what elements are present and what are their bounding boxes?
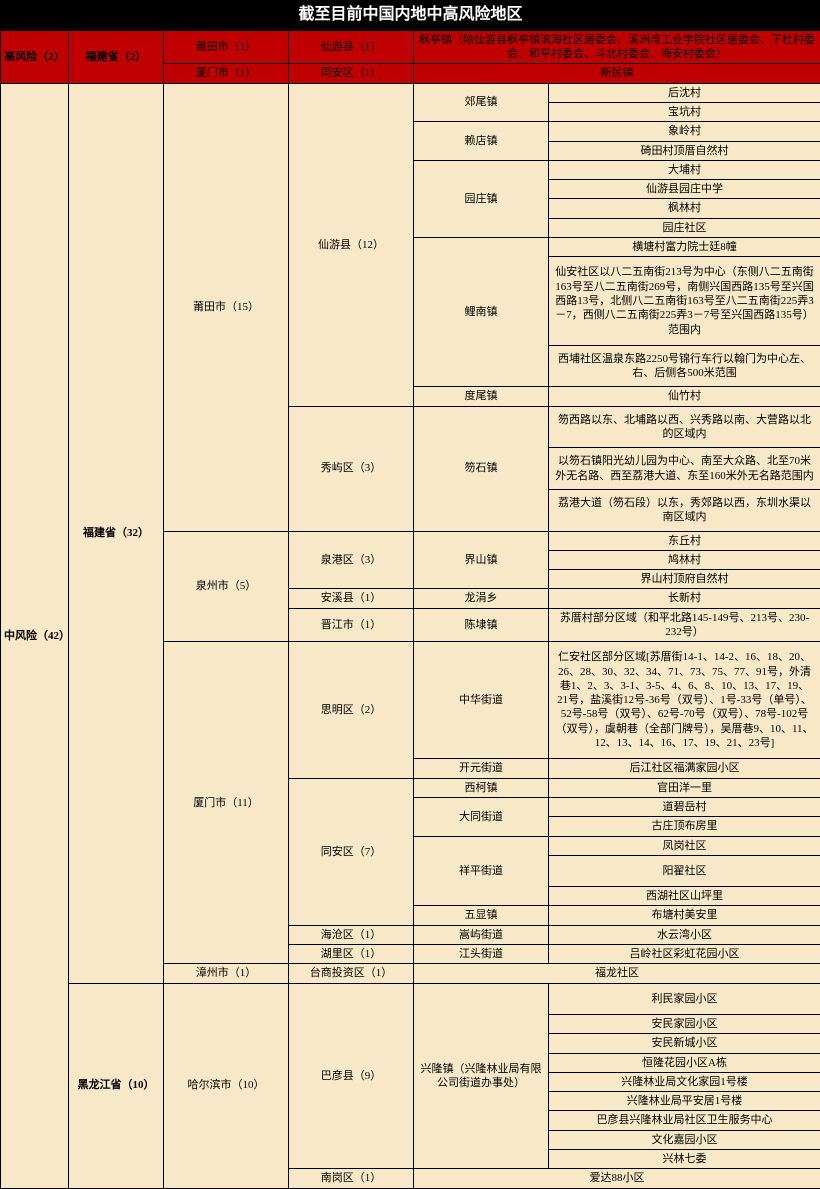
tongan-label: 同安区（7） [289, 778, 414, 925]
cell: 巴彦县兴隆林业局社区卫生服务中心 [549, 1111, 820, 1130]
xiuyu-label: 秀屿区（3） [289, 406, 414, 531]
cell: 仁安社区部分区域[苏厝街14-1、14-2、16、18、20、26、28、30、… [549, 642, 820, 759]
cell: 布塘村美安里 [549, 906, 820, 925]
xiangping-street: 祥平街道 [414, 836, 549, 906]
high-city-1: 厦门市（1） [164, 64, 289, 83]
cell: 官田洋一里 [549, 778, 820, 797]
quangang-label: 泉港区（3） [289, 531, 414, 589]
cell: 以笏石镇阳光幼儿园为中心、南至大众路、北至70米外无名路、西至荔港大道、东至16… [549, 448, 820, 490]
wuxian-town: 五显镇 [414, 906, 549, 925]
songyu-street: 嵩屿街道 [414, 925, 549, 944]
chendai-town: 陈埭镇 [414, 608, 549, 642]
jiaowei-town: 郊尾镇 [414, 83, 549, 122]
cell: 道碧岳村 [549, 797, 820, 816]
cell: 碕田村顶厝自然村 [549, 141, 820, 160]
cell: 东丘村 [549, 531, 820, 550]
page-title: 截至目前中国内地中高风险地区 [1, 1, 820, 31]
cell: 利民家园小区 [549, 983, 820, 1014]
anxi-label: 安溪县（1） [289, 589, 414, 608]
cell: 兴林七委 [549, 1150, 820, 1169]
high-city-0: 莆田市（1） [164, 30, 289, 64]
high-detail-0: 枫亭镇（除仙游县枫亭镇滨海社区居委会、溪洲湾工业学院社区居委会、下杜村委会、和平… [414, 30, 820, 64]
taishang-label: 台商投资区（1） [289, 964, 414, 983]
cell: 安民新城小区 [549, 1034, 820, 1053]
cell: 水云湾小区 [549, 925, 820, 944]
kaiyuan-street: 开元街道 [414, 759, 549, 778]
mid-risk-label: 中风险（42） [1, 83, 69, 1188]
cell: 仙竹村 [549, 387, 820, 406]
jinjiang-label: 晋江市（1） [289, 608, 414, 642]
cell: 恒隆花园小区A栋 [549, 1053, 820, 1072]
cell: 宝坑村 [549, 102, 820, 121]
xinglong-town: 兴隆镇（兴隆林业局有限公司街道办事处） [414, 983, 549, 1169]
cell: 福龙社区 [414, 964, 820, 983]
high-county-0: 仙游县（1） [289, 30, 414, 64]
cell: 西湖社区山坪里 [549, 887, 820, 906]
putian-label: 莆田市（15） [164, 83, 289, 531]
cell: 园庄社区 [549, 218, 820, 237]
datong-street: 大同街道 [414, 797, 549, 836]
hushi-town: 笏石镇 [414, 406, 549, 531]
haicang-label: 海沧区（1） [289, 925, 414, 944]
duwei-town: 度尾镇 [414, 387, 549, 406]
harbin-label: 哈尔滨市（10） [164, 983, 289, 1188]
jieshan-town: 界山镇 [414, 531, 549, 589]
cell: 古庄顶布房里 [549, 817, 820, 836]
yuanzhuang-town: 园庄镇 [414, 160, 549, 237]
linan-town: 鲤南镇 [414, 238, 549, 387]
zhonghua-street: 中华街道 [414, 642, 549, 759]
cell: 西埔社区温泉东路2250号锦行车行以翰门为中心左、右、后侧各500米范围 [549, 345, 820, 387]
cell: 仙游县园庄中学 [549, 180, 820, 199]
cell: 长新村 [549, 589, 820, 608]
cell: 兴隆林业局文化家园1号楼 [549, 1072, 820, 1091]
cell: 安民家园小区 [549, 1014, 820, 1033]
siming-label: 思明区（2） [289, 642, 414, 778]
cell: 仙安社区以八二五南街213号为中心（东侧八二五南街163号至八二五南街269号，… [549, 257, 820, 345]
fujian-label: 福建省（32） [69, 83, 164, 983]
longjuan-town: 龙涓乡 [414, 589, 549, 608]
heilongjiang-label: 黑龙江省（10） [69, 983, 164, 1188]
cell: 爱达88小区 [414, 1169, 820, 1188]
cell: 苏厝村部分区域（和平北路145-149号、213号、230-232号） [549, 608, 820, 642]
cell: 阳翟社区 [549, 855, 820, 886]
cell: 后江社区福满家园小区 [549, 759, 820, 778]
xike-town: 西柯镇 [414, 778, 549, 797]
cell: 后沈村 [549, 83, 820, 102]
xianyou-label: 仙游县（12） [289, 83, 414, 406]
cell: 横塘村富力院士廷8幢 [549, 238, 820, 257]
cell: 文化嘉园小区 [549, 1130, 820, 1149]
cell: 枫林村 [549, 199, 820, 218]
cell: 象岭村 [549, 122, 820, 141]
high-county-1: 同安区（1） [289, 64, 414, 83]
cell: 大埔村 [549, 160, 820, 179]
zhangzhou-label: 漳州市（1） [164, 964, 289, 983]
cell: 界山村顶府自然村 [549, 570, 820, 589]
high-province: 福建省（2） [69, 30, 164, 83]
jiangtou-street: 江头街道 [414, 945, 549, 964]
high-risk-label: 高风险（2） [1, 30, 69, 83]
bayan-label: 巴彦县（9） [289, 983, 414, 1169]
cell: 凤岗社区 [549, 836, 820, 855]
high-detail-1: 新民镇 [414, 64, 820, 83]
xiamen-label: 厦门市（11） [164, 642, 289, 964]
cell: 兴隆林业局平安居1号楼 [549, 1092, 820, 1111]
nangang-label: 南岗区（1） [289, 1169, 414, 1188]
cell: 笏西路以东、北埔路以西、兴秀路以南、大营路以北的区域内 [549, 406, 820, 448]
cell: 鸠林村 [549, 550, 820, 569]
huli-label: 湖里区（1） [289, 945, 414, 964]
laidian-town: 赖店镇 [414, 122, 549, 161]
quanzhou-label: 泉州市（5） [164, 531, 289, 642]
cell: 吕岭社区彩虹花园小区 [549, 945, 820, 964]
cell: 荔港大道（笏石段）以东，秀郊路以西，东圳水渠以南区域内 [549, 489, 820, 531]
